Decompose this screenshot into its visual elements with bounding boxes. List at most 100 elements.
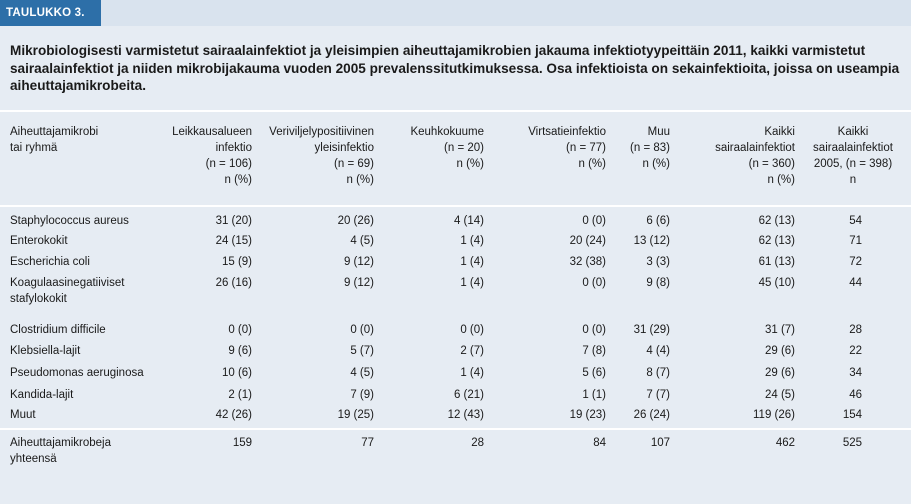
row-label-line: stafylokokit <box>10 293 67 305</box>
table-cell: 24 (15) <box>215 235 252 247</box>
row-label: Klebsiella-lajit <box>10 343 180 359</box>
table-cell: 42 (26) <box>215 409 252 421</box>
header-line: Aiheuttajamikrobi <box>10 126 99 138</box>
header-line: sairaalainfektiot <box>813 142 893 154</box>
header-line: (n = 106) <box>205 158 252 170</box>
header-all-2011: Kaikki sairaalainfektiot (n = 360) n (%) <box>695 124 795 188</box>
table-cell: 2 (7) <box>460 345 484 357</box>
header-line: Muu <box>647 126 670 138</box>
table-cell: 525 <box>842 437 862 449</box>
table-cell: 154 <box>842 409 862 421</box>
header-line: n (%) <box>767 174 795 186</box>
row-label-line: Muut <box>10 409 36 421</box>
row-label-line: Pseudomonas aeruginosa <box>10 367 144 379</box>
header-line: n (%) <box>346 174 374 186</box>
row-label: Pseudomonas aeruginosa <box>10 365 180 381</box>
table-cell: 4 (5) <box>350 367 374 379</box>
table-cell: 29 (6) <box>764 367 795 379</box>
table-cell: 84 <box>593 437 606 449</box>
table-cell: 13 (12) <box>633 235 670 247</box>
row-label-line: Staphylococcus aureus <box>10 215 129 227</box>
table-cell: 1 (4) <box>460 235 484 247</box>
header-line: Kaikki <box>837 126 869 138</box>
table-cell: 0 (0) <box>460 324 484 336</box>
header-line: sairaalainfektiot <box>715 142 795 154</box>
header-line: Leikkausalueen <box>172 126 252 138</box>
row-label: Escherichia coli <box>10 254 180 270</box>
table-cell: 46 <box>849 389 862 401</box>
row-label: Muut <box>10 407 180 423</box>
header-line: Keuhkokuume <box>410 126 484 138</box>
row-label-line: Aiheuttajamikrobeja <box>10 437 112 449</box>
header-line: Kaikki <box>764 126 795 138</box>
table-tag: TAULUKKO 3. <box>0 0 101 26</box>
table-cell: 6 (6) <box>646 215 670 227</box>
row-label: Aiheuttajamikrobeja yhteensä <box>10 435 180 467</box>
header-line: n <box>849 174 857 186</box>
row-label: Kandida-lajit <box>10 387 180 403</box>
table-cell: 9 (6) <box>228 345 252 357</box>
table-cell: 119 (26) <box>753 409 795 421</box>
table-cell: 7 (8) <box>582 345 606 357</box>
table-cell: 12 (43) <box>447 409 484 421</box>
table-cell: 22 <box>849 345 862 357</box>
table-cell: 4 (4) <box>646 345 670 357</box>
header-line: yleisinfektio <box>314 142 374 154</box>
header-line: (n = 77) <box>566 142 606 154</box>
table-cell: 62 (13) <box>758 215 795 227</box>
table-cell: 0 (0) <box>582 215 606 227</box>
table-cell: 9 (8) <box>646 277 670 289</box>
table-cell: 20 (26) <box>337 215 374 227</box>
divider-caption <box>0 110 911 112</box>
table-cell: 45 (10) <box>758 277 795 289</box>
table-cell: 0 (0) <box>582 277 606 289</box>
table-cell: 24 (5) <box>764 389 795 401</box>
row-label-line: Kandida-lajit <box>10 389 74 401</box>
table-cell: 28 <box>471 437 484 449</box>
header-organism: Aiheuttajamikrobi tai ryhmä <box>10 124 170 156</box>
header-line: Veriviljelypositiivinen <box>269 126 374 138</box>
table-cell: 107 <box>650 437 670 449</box>
table-cell: 1 (1) <box>582 389 606 401</box>
table-cell: 26 (24) <box>633 409 670 421</box>
header-surgical-site: Leikkausalueen infektio (n = 106) n (%) <box>160 124 252 188</box>
header-line: 2005, (n = 398) <box>813 158 893 170</box>
header-pneumonia: Keuhkokuume (n = 20) n (%) <box>400 124 484 172</box>
table-cell: 20 (24) <box>569 235 606 247</box>
table-cell: 3 (3) <box>646 256 670 268</box>
table-cell: 44 <box>849 277 862 289</box>
header-line: n (%) <box>642 158 670 170</box>
table-cell: 62 (13) <box>758 235 795 247</box>
table-cell: 19 (23) <box>569 409 606 421</box>
table-cell: 1 (4) <box>460 367 484 379</box>
table-cell: 15 (9) <box>221 256 252 268</box>
table-cell: 31 (7) <box>764 324 795 336</box>
table-panel <box>0 26 911 504</box>
table-cell: 1 (4) <box>460 277 484 289</box>
table-cell: 9 (12) <box>343 277 374 289</box>
table-cell: 4 (5) <box>350 235 374 247</box>
header-line: (n = 83) <box>630 142 670 154</box>
row-label-line: Klebsiella-lajit <box>10 345 81 357</box>
row-label: Clostridium difficile <box>10 322 180 338</box>
table-cell: 0 (0) <box>350 324 374 336</box>
row-label-line: Escherichia coli <box>10 256 90 268</box>
table-cell: 0 (0) <box>582 324 606 336</box>
table-cell: 1 (4) <box>460 256 484 268</box>
table-cell: 7 (7) <box>646 389 670 401</box>
table-caption: Mikrobiologisesti varmistetut sairaalain… <box>10 43 900 93</box>
header-line: (n = 20) <box>444 142 484 154</box>
row-label: Koagulaasinegatiiviset stafylokokit <box>10 275 180 307</box>
divider-total <box>0 428 911 430</box>
table-cell: 0 (0) <box>228 324 252 336</box>
table-cell: 31 (29) <box>633 324 670 336</box>
header-bloodstream: Veriviljelypositiivinen yleisinfektio (n =… <box>254 124 374 188</box>
header-line: n (%) <box>224 174 252 186</box>
header-all-2005: Kaikki sairaalainfektiot 2005, (n = 398) n <box>800 124 906 188</box>
table-cell: 72 <box>849 256 862 268</box>
table-cell: 34 <box>849 367 862 379</box>
table-cell: 32 (38) <box>569 256 606 268</box>
divider-header <box>0 205 911 207</box>
header-line: tai ryhmä <box>10 142 58 154</box>
table-cell: 9 (12) <box>343 256 374 268</box>
